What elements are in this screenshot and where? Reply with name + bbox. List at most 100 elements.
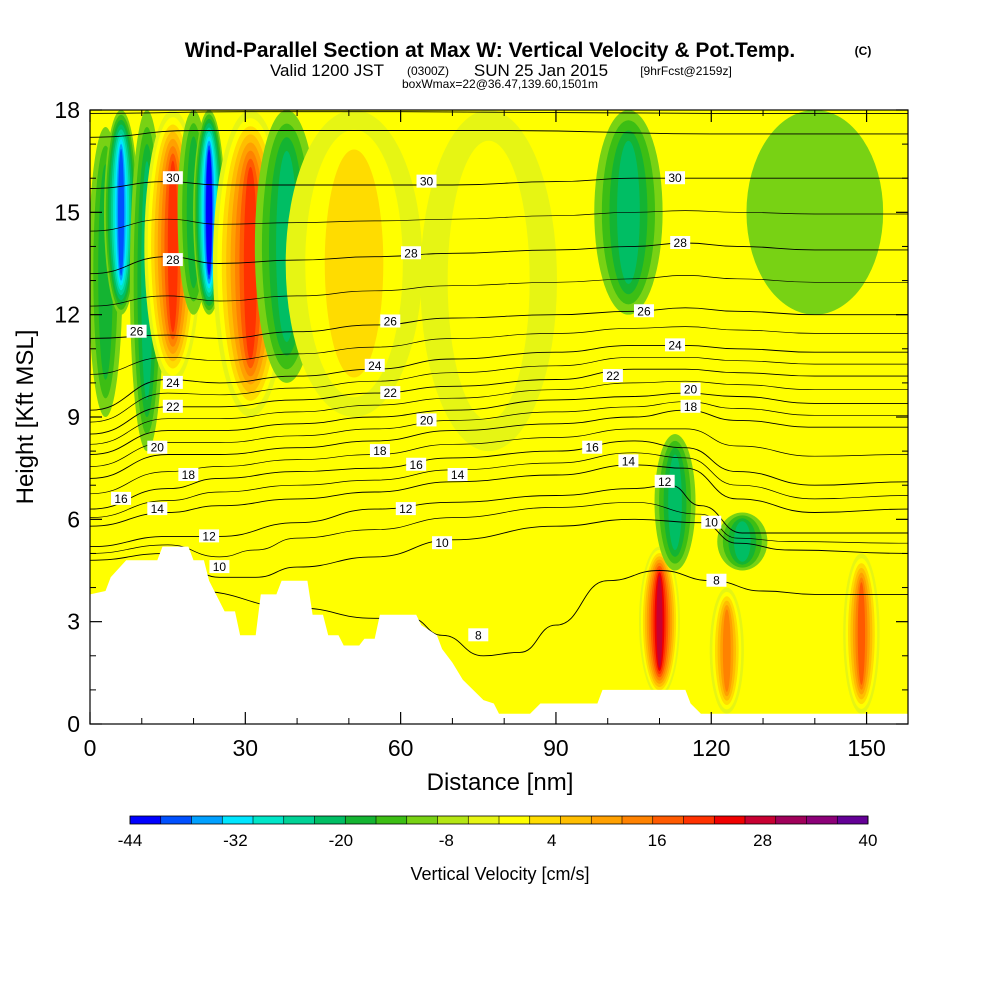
contour-label-text: 8 — [475, 628, 482, 642]
colorbar-swatch — [714, 816, 746, 824]
contour-label-12: 12 — [199, 529, 220, 543]
isentrope-intermediate — [90, 380, 908, 445]
contour-label-20: 20 — [147, 440, 168, 455]
colorbar-swatch — [283, 816, 315, 824]
isentrope-intermediate — [90, 275, 908, 307]
contour-label-22: 22 — [162, 399, 183, 414]
contour-label-28: 28 — [670, 236, 691, 250]
contour-label-bg — [380, 386, 401, 400]
isentrope-intermediate — [90, 428, 908, 495]
contour-label-26: 26 — [633, 304, 654, 318]
contour-label-text: 12 — [399, 502, 413, 516]
contour-label-10: 10 — [209, 560, 230, 574]
y-tick-label: 9 — [67, 404, 80, 430]
contour-label-14: 14 — [147, 502, 168, 516]
contour-label-text: 26 — [384, 314, 398, 328]
isentrope-intermediate — [90, 501, 908, 558]
contour-label-bg — [680, 382, 701, 396]
contour-label-28: 28 — [400, 246, 421, 260]
x-tick-label: 150 — [847, 735, 885, 761]
y-tick-label: 18 — [54, 97, 80, 123]
contour-label-22: 22 — [602, 369, 623, 383]
isentrope-14 — [90, 464, 908, 527]
velocity-cell-15 — [717, 512, 768, 571]
velocity-contour-band — [857, 582, 866, 685]
colorbar-swatch — [560, 816, 592, 824]
contour-label-text: 8 — [713, 574, 720, 588]
contour-label-18: 18 — [680, 399, 701, 414]
isentrope-intermediate — [90, 452, 908, 518]
valid-date-label: SUN 25 Jan 2015 — [474, 61, 608, 80]
contour-label-bg — [126, 324, 147, 338]
contour-label-22: 22 — [380, 386, 401, 400]
contour-label-bg — [162, 375, 183, 389]
contour-label-bg — [147, 440, 168, 454]
contour-label-8: 8 — [706, 573, 727, 588]
colorbar-swatch — [222, 816, 254, 824]
contour-label-text: 16 — [586, 441, 600, 455]
y-tick-label: 15 — [54, 199, 80, 225]
terrain — [90, 546, 908, 724]
contour-label-14: 14 — [447, 467, 468, 482]
contour-label-12: 12 — [654, 474, 675, 489]
valid-utc-label: (0300Z) — [407, 64, 449, 78]
contour-label-10: 10 — [701, 515, 722, 530]
colorbar-label: Vertical Velocity [cm/s] — [410, 864, 589, 884]
contour-label-bg — [162, 399, 183, 413]
contour-label-text: 30 — [420, 175, 434, 189]
x-axis-label: Distance [nm] — [427, 769, 574, 796]
y-tick-label: 0 — [67, 711, 80, 737]
contour-label-text: 28 — [404, 246, 418, 260]
contour-label-20: 20 — [680, 382, 701, 397]
contour-label-16: 16 — [406, 457, 427, 472]
velocity-cell-17 — [843, 553, 880, 714]
colorbar-tick-label: 16 — [648, 831, 667, 850]
contour-label-bg — [665, 171, 686, 185]
contour-label-text: 14 — [622, 454, 636, 468]
x-tick-label: 0 — [84, 735, 97, 761]
contour-label-10: 10 — [432, 536, 453, 550]
colorbar-swatch — [499, 816, 531, 824]
colorbar-swatch — [622, 816, 654, 824]
velocity-contour-band — [746, 110, 884, 315]
contour-label-text: 24 — [668, 338, 682, 352]
contour-label-18: 18 — [178, 467, 199, 482]
x-tick-label: 120 — [692, 735, 730, 761]
contour-label-text: 10 — [705, 516, 719, 530]
isentrope-22 — [90, 368, 908, 435]
contour-label-bg — [209, 560, 230, 574]
colorbar-tick-label: -8 — [439, 831, 454, 850]
contour-label-text: 26 — [637, 304, 651, 318]
contour-label-28: 28 — [162, 253, 183, 267]
contour-label-text: 12 — [658, 475, 672, 489]
colorbar-tick-label: 4 — [547, 831, 556, 850]
colorbar-tick-label: 40 — [859, 831, 878, 850]
copyright-mark: (C) — [855, 44, 872, 58]
isentrope-26 — [90, 307, 908, 339]
x-tick-label: 30 — [233, 735, 259, 761]
contour-label-bg — [582, 440, 603, 454]
isentrope-10 — [90, 518, 908, 578]
contour-label-text: 18 — [373, 444, 387, 458]
contour-label-text: 12 — [202, 529, 216, 543]
colorbar-swatch — [837, 816, 869, 824]
contour-label-text: 16 — [114, 492, 128, 506]
contour-label-bg — [380, 314, 401, 328]
box-wmax-label: boxWmax=22@36.47,139.60,1501m — [402, 77, 598, 91]
isentrope-intermediate — [90, 401, 908, 467]
velocity-contour-band — [668, 454, 682, 551]
colorbar-swatch — [191, 816, 223, 824]
colorbar-swatch — [406, 816, 438, 824]
contour-label-bg — [416, 174, 437, 188]
colorbar-swatch — [437, 816, 469, 824]
contour-label-text: 20 — [684, 383, 698, 397]
velocity-contour-band — [118, 148, 125, 276]
contour-label-text: 28 — [674, 236, 688, 250]
contour-label-24: 24 — [162, 375, 183, 390]
colorbar-swatch — [745, 816, 777, 824]
contour-label-30: 30 — [162, 171, 183, 185]
colorbar-tick-label: -32 — [223, 831, 248, 850]
contour-label-16: 16 — [582, 440, 603, 455]
contour-label-bg — [468, 628, 489, 642]
